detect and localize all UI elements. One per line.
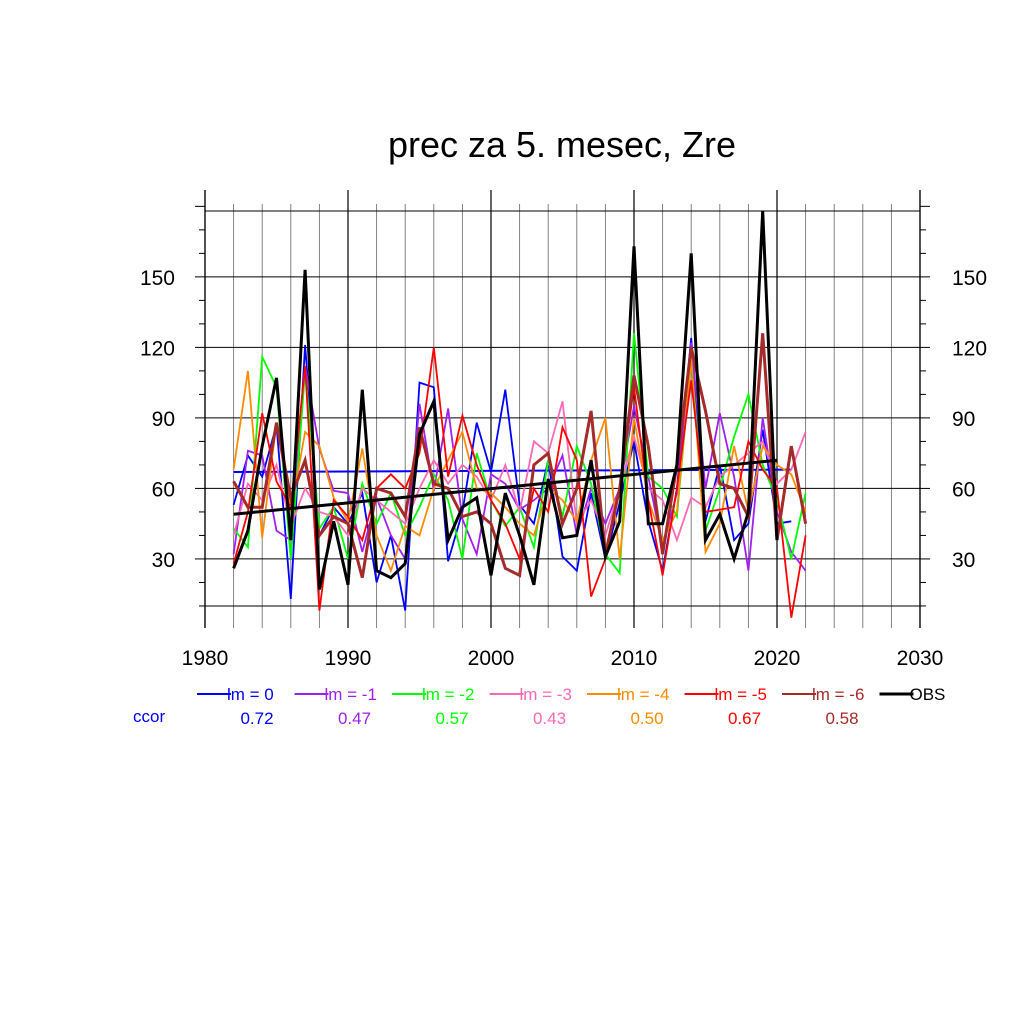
legend-label: OBS	[910, 685, 946, 704]
y-tick-label-left: 150	[140, 267, 175, 290]
x-tick-label: 1990	[325, 647, 372, 670]
x-tick-label: 2010	[611, 647, 658, 670]
chart-title: prec za 5. mesec, Zre	[388, 124, 736, 165]
y-tick-label-left: 90	[152, 408, 175, 431]
legend-label: lm = -3	[520, 685, 572, 704]
x-tick-label: 2030	[897, 647, 944, 670]
series-line-lm-4	[232, 359, 807, 574]
ccor-value: 0.47	[338, 709, 371, 728]
y-tick-label-right: 90	[952, 408, 975, 431]
legend-label: lm = -2	[422, 685, 474, 704]
y-tick-label-left: 120	[140, 337, 175, 360]
axes: 1980 1990 2000 2010 2020 2030 30 30 60 60 90 90 120 1…	[140, 190, 987, 670]
x-tick-label: 1980	[182, 647, 229, 670]
legend-label: lm = 0	[227, 685, 274, 704]
y-tick-label-left: 60	[152, 478, 175, 501]
ccor-value: 0.67	[728, 709, 761, 728]
y-tick-label-right: 120	[952, 337, 987, 360]
series-line-lm-6	[232, 333, 808, 579]
ccor-value: 0.57	[435, 709, 468, 728]
legend-label: lm = -5	[715, 685, 767, 704]
ccor-value: 0.58	[825, 709, 858, 728]
x-tick-label: 2020	[754, 647, 801, 670]
ccor-value: 0.43	[533, 709, 566, 728]
y-tick-label-right: 150	[952, 267, 987, 290]
y-tick-label-right: 30	[952, 549, 975, 572]
series-line-lm-0	[232, 337, 792, 611]
legend: lm = 0 0.72 lm = -1 0.47 lm = -2 0.57 lm = -3 0…	[197, 685, 945, 728]
ccor-value: 0.50	[630, 709, 663, 728]
legend-label: lm = -4	[617, 685, 669, 704]
legend-label: lm = -6	[812, 685, 864, 704]
y-tick-label-right: 60	[952, 478, 975, 501]
series-line-obs	[232, 211, 779, 590]
x-tick-label: 2000	[468, 647, 515, 670]
ccor-value: 0.72	[240, 709, 273, 728]
series-line-lm-3	[232, 401, 807, 543]
series-lines	[232, 211, 808, 618]
y-tick-label-left: 30	[152, 549, 175, 572]
ccor-label: ccor	[133, 707, 165, 726]
legend-label: lm = -1	[325, 685, 377, 704]
series-line-obs-trend	[233, 458, 778, 516]
